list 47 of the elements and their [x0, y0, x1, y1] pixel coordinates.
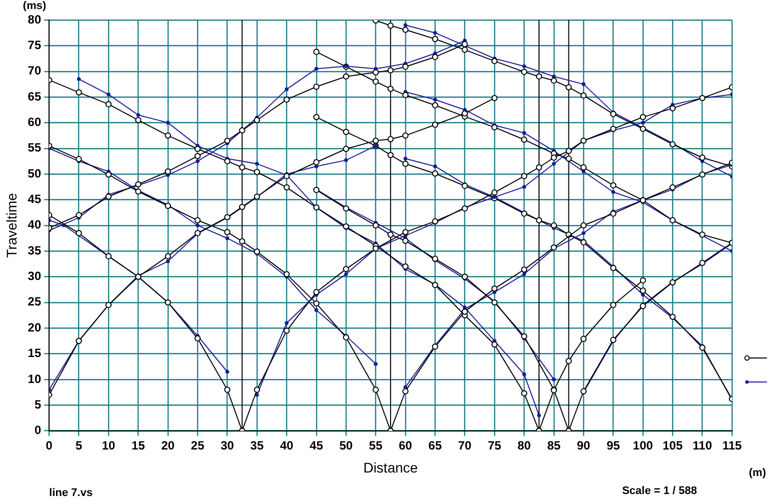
x-tick-label: 15: [132, 438, 146, 452]
x-tick-label: 50: [339, 438, 354, 452]
x-tick-label: 45: [310, 438, 324, 452]
x-tick-label: 115: [722, 438, 742, 452]
x-tick-label: 60: [398, 438, 412, 452]
y-tick-label: 20: [28, 320, 42, 334]
x-tick-label: 10: [102, 438, 116, 452]
y-tick-label: 35: [28, 243, 42, 258]
y-tick-label: 30: [28, 269, 42, 284]
text: Scale = 1 / 588: [622, 484, 697, 497]
x-tick-label: 95: [606, 438, 620, 452]
text: (m): [748, 466, 766, 479]
y-axis-title: Traveltime: [3, 192, 20, 258]
x-tick-label: 5: [75, 438, 82, 452]
y-tick-label: 50: [28, 166, 42, 180]
y-tick-label: 5: [34, 397, 42, 412]
y-tick-label: 0: [34, 423, 42, 438]
x-tick-label: 70: [458, 438, 472, 452]
y-tick-label: 55: [28, 140, 42, 155]
x-tick-label: 80: [517, 438, 532, 452]
x-tick-label: 110: [692, 438, 712, 452]
y-tick-label: 75: [28, 38, 42, 52]
x-tick-label: 85: [547, 438, 561, 452]
y-tick-label: 15: [28, 346, 42, 360]
x-tick-label: 75: [488, 438, 502, 452]
x-tick-label: 90: [576, 438, 591, 452]
y-tick-label: 25: [28, 294, 42, 309]
x-tick-label: 65: [428, 438, 442, 452]
x-tick-label: 30: [220, 438, 234, 452]
x-axis-title: Distance: [363, 459, 418, 476]
text: line 7.vs: [49, 486, 93, 499]
y-tick-label: 60: [28, 115, 42, 130]
x-tick-label: 25: [190, 438, 205, 452]
y-tick-label: 80: [28, 12, 42, 26]
x-tick-label: 100: [632, 438, 654, 452]
y-tick-label: 40: [28, 218, 42, 232]
x-tick-label: 55: [369, 438, 383, 452]
y-tick-label: 70: [28, 64, 42, 78]
x-tick-label: 35: [250, 438, 264, 452]
text: (ms): [22, 0, 46, 12]
x-tick-label: 105: [662, 438, 683, 452]
y-tick-label: 65: [28, 89, 42, 104]
x-tick-label: 40: [280, 438, 294, 452]
x-tick-label: 0: [46, 438, 53, 452]
x-tick-label: 20: [161, 438, 175, 452]
y-tick-label: 10: [28, 372, 42, 386]
y-tick-label: 45: [28, 192, 42, 206]
